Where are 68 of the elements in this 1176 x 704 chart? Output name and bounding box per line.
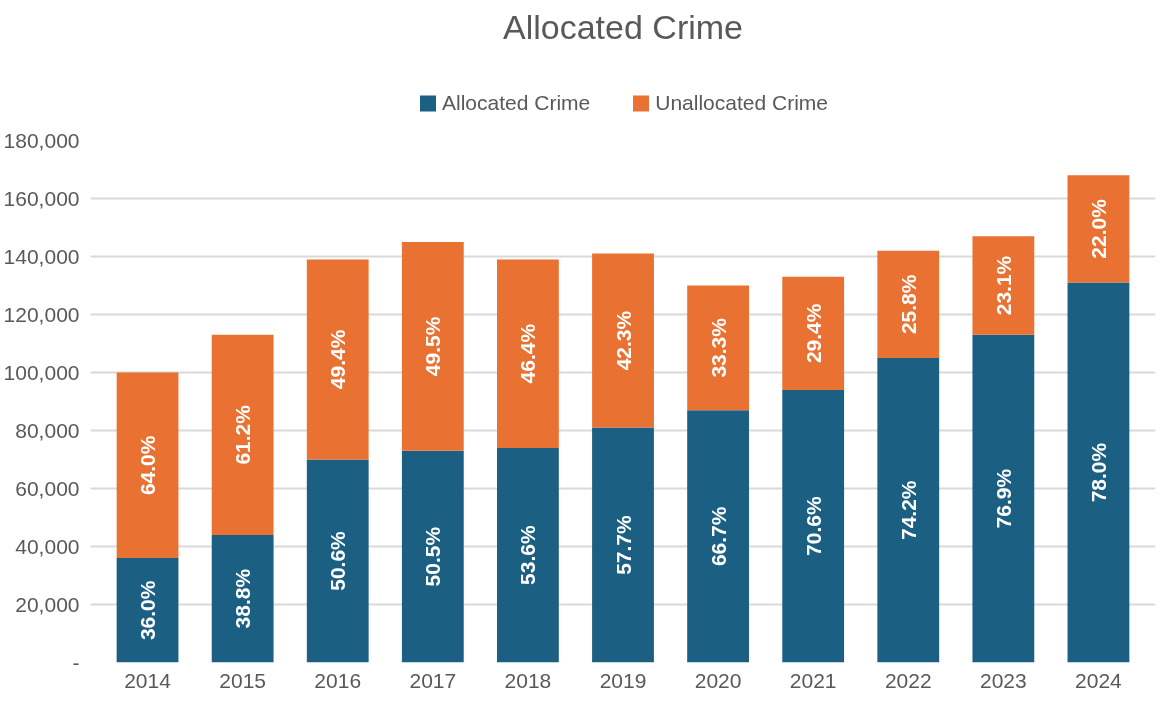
legend-label: Unallocated Crime: [655, 91, 828, 115]
y-tick-label: 60,000: [15, 476, 80, 500]
annotation: 74.2%: [896, 480, 920, 541]
bar: [401, 450, 464, 663]
y-tick-label: 20,000: [15, 592, 80, 616]
bar: [306, 459, 369, 663]
bar: [1067, 282, 1130, 663]
chart-title: Allocated Crime: [503, 7, 743, 46]
annotation: 46.4%: [516, 323, 540, 384]
annotation: 42.3%: [611, 310, 635, 371]
annotation: 78.0%: [1086, 442, 1110, 503]
annotation: 23.1%: [991, 255, 1015, 316]
annotation: 66.7%: [706, 506, 730, 567]
y-tick-label: 140,000: [3, 244, 80, 268]
bar: [782, 276, 845, 390]
annotation: 50.6%: [326, 530, 350, 591]
bar: [211, 334, 274, 535]
annotation: 49.4%: [326, 329, 350, 390]
y-tick-label: 160,000: [3, 186, 80, 210]
x-tick-label: 2016: [314, 668, 362, 692]
bar: [497, 447, 559, 663]
bar: [592, 427, 654, 663]
annotation: 57.7%: [611, 514, 635, 575]
annotation: 70.6%: [801, 496, 825, 556]
x-tick-label: 2021: [789, 668, 837, 692]
annotation: 49.5%: [421, 316, 445, 377]
annotation: 64.0%: [136, 435, 160, 496]
bar: [972, 236, 1035, 335]
annotation: 38.8%: [231, 568, 255, 629]
x-tick-label: 2024: [1075, 668, 1123, 692]
bar: [116, 372, 179, 559]
annotation: 61.2%: [231, 404, 255, 465]
y-tick-label: 100,000: [3, 360, 80, 384]
y-tick-label: 120,000: [3, 302, 80, 326]
annotation: 36.0%: [136, 580, 160, 641]
x-tick-label: 2022: [884, 668, 932, 692]
y-tick-label: 40,000: [15, 534, 80, 558]
bar: [116, 558, 179, 663]
bar: [687, 410, 749, 663]
x-tick-label: 2023: [980, 668, 1027, 692]
bar: [1067, 175, 1130, 283]
bar: [877, 358, 940, 663]
bar: [497, 259, 559, 448]
bar: [687, 285, 749, 411]
legend-label: Allocated Crime: [442, 91, 591, 115]
x-tick-label: 2020: [694, 668, 742, 692]
y-tick-label: 180,000: [3, 128, 80, 152]
bar: [877, 250, 940, 358]
x-tick-label: 2019: [599, 668, 647, 692]
annotation: 22.0%: [1086, 198, 1110, 259]
x-tick-label: 2018: [504, 668, 552, 692]
annotation: 50.5%: [421, 526, 445, 587]
annotation: 53.6%: [516, 525, 540, 585]
bar: [211, 534, 274, 663]
x-tick-label: 2015: [219, 668, 266, 692]
annotation: 25.8%: [896, 274, 920, 335]
bar: [401, 242, 464, 451]
annotation: 76.9%: [991, 468, 1015, 529]
bar: [972, 334, 1035, 663]
bar: [592, 253, 654, 428]
x-tick-label: 2017: [409, 668, 457, 692]
annotation: 29.4%: [801, 303, 825, 364]
y-tick-label: -: [72, 650, 80, 674]
annotation: 33.3%: [706, 317, 730, 378]
bar: [782, 389, 845, 663]
bar: [306, 259, 369, 460]
x-tick-label: 2014: [124, 668, 172, 692]
y-tick-label: 80,000: [15, 418, 80, 442]
